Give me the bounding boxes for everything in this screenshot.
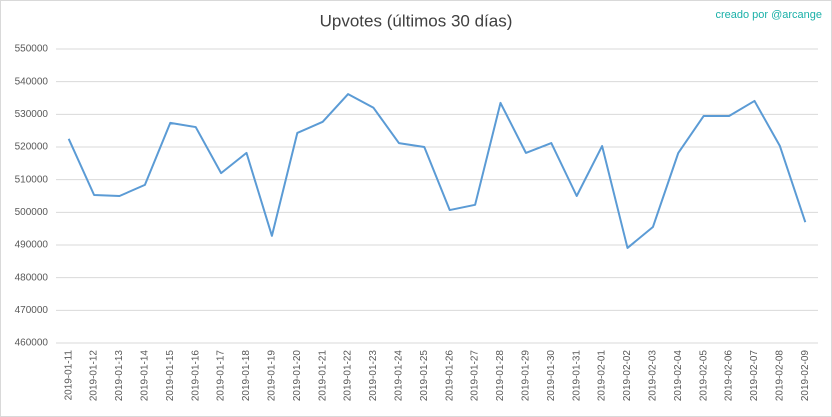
x-tick-label: 2019-01-16 [190,350,201,402]
y-tick-label: 480000 [15,272,49,283]
x-tick-label: 2019-01-28 [495,350,506,402]
x-tick-label: 2019-01-27 [470,350,481,402]
y-tick-label: 460000 [15,338,49,349]
x-tick-label: 2019-02-08 [775,350,786,402]
y-tick-label: 490000 [15,240,49,251]
x-tick-label: 2019-01-31 [571,350,582,402]
x-tick-label: 2019-01-14 [140,350,151,402]
x-tick-label: 2019-01-22 [343,350,354,402]
x-tick-label: 2019-01-12 [89,350,100,402]
chart-title: Upvotes (últimos 30 días) [320,11,513,30]
y-tick-label: 510000 [15,174,49,185]
x-tick-label: 2019-01-11 [63,350,74,401]
x-tick-label: 2019-01-13 [114,350,125,402]
x-tick-label: 2019-01-17 [216,350,227,402]
y-tick-label: 540000 [15,76,49,87]
x-tick-label: 2019-02-09 [800,350,811,402]
x-tick-label: 2019-02-05 [698,350,709,402]
x-tick-label: 2019-02-02 [622,350,633,402]
y-tick-label: 530000 [15,109,49,120]
annotation: creado por @arcange [715,9,822,21]
x-tick-label: 2019-01-23 [368,350,379,402]
x-tick-label: 2019-01-18 [241,350,252,402]
x-tick-label: 2019-01-29 [521,350,532,402]
x-tick-label: 2019-01-24 [394,350,405,402]
x-tick-label: 2019-01-15 [165,350,176,402]
x-tick-label: 2019-02-06 [724,350,735,402]
x-tick-label: 2019-01-19 [267,350,278,402]
y-tick-label: 520000 [15,142,49,153]
x-tick-label: 2019-01-30 [546,350,557,402]
line [67,93,807,249]
y-tick-label: 470000 [15,305,49,316]
x-tick-label: 2019-01-26 [444,350,455,402]
x-tick-label: 2019-02-01 [597,350,608,402]
x-tick-label: 2019-02-03 [648,350,659,402]
x-tick-label: 2019-01-21 [317,350,328,402]
x-tick-label: 2019-02-04 [673,350,684,402]
y-tick-label: 550000 [15,44,49,55]
x-tick-label: 2019-01-25 [419,350,430,402]
x-tick-label: 2019-01-20 [292,350,303,402]
x-tick-label: 2019-02-07 [749,350,760,402]
y-tick-label: 500000 [15,207,49,218]
